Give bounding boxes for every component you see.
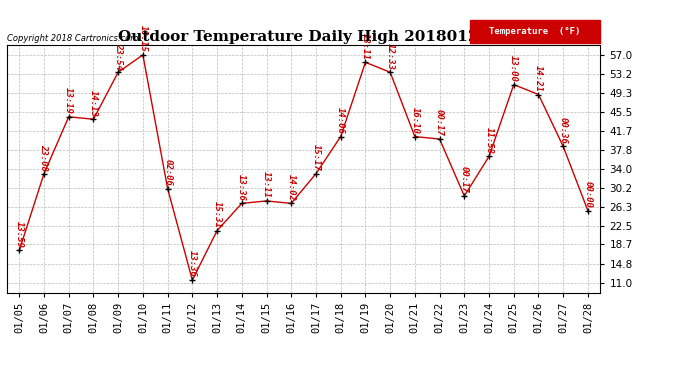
Text: 15:17: 15:17 <box>311 144 320 171</box>
Text: 00:00: 00:00 <box>584 181 593 208</box>
Text: 12:33: 12:33 <box>386 43 395 69</box>
Text: 14:13: 14:13 <box>89 90 98 117</box>
Text: 13:11: 13:11 <box>262 171 271 198</box>
Text: 13:36: 13:36 <box>237 174 246 201</box>
Text: 00:17: 00:17 <box>435 110 444 136</box>
Text: 13:19: 13:19 <box>64 87 73 114</box>
Text: 11:58: 11:58 <box>484 127 493 154</box>
Text: 15:31: 15:31 <box>213 201 221 228</box>
Text: 23:08: 23:08 <box>39 144 48 171</box>
Text: 14:02: 14:02 <box>287 174 296 201</box>
Text: 23:54: 23:54 <box>114 43 123 69</box>
Text: 00:17: 00:17 <box>460 166 469 193</box>
Text: Temperature  (°F): Temperature (°F) <box>489 27 581 36</box>
Text: 16:10: 16:10 <box>411 107 420 134</box>
Text: 10:15: 10:15 <box>139 25 148 52</box>
Text: 13:36: 13:36 <box>188 251 197 278</box>
Title: Outdoor Temperature Daily High 20180129: Outdoor Temperature Daily High 20180129 <box>118 30 489 44</box>
Text: 14:06: 14:06 <box>336 107 345 134</box>
Text: 13:00: 13:00 <box>509 55 518 82</box>
Text: Copyright 2018 Cartronics.com: Copyright 2018 Cartronics.com <box>7 33 138 42</box>
Text: 00:36: 00:36 <box>559 117 568 144</box>
Text: 13:59: 13:59 <box>14 221 23 248</box>
Text: 14:21: 14:21 <box>534 65 543 92</box>
Bar <box>470 20 600 42</box>
Text: 02:06: 02:06 <box>163 159 172 186</box>
Text: 13:11: 13:11 <box>361 33 370 60</box>
